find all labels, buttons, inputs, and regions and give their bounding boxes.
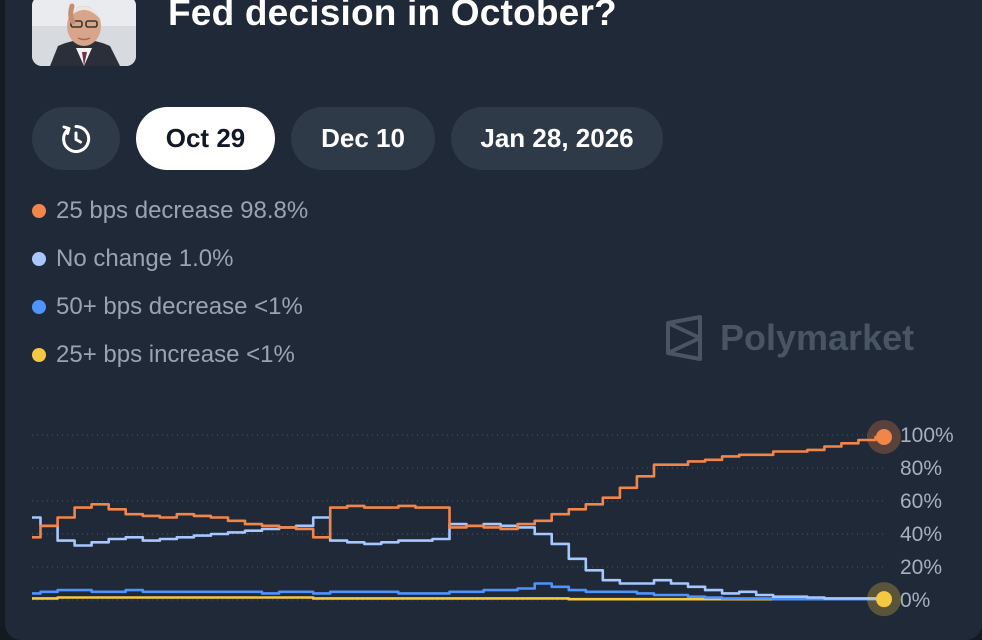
legend-label: No change 1.0% bbox=[56, 245, 234, 272]
tab-oct-29[interactable]: Oct 29 bbox=[136, 107, 275, 170]
y-tick-label: 40% bbox=[900, 523, 942, 546]
probability-chart: 100% 80% 60% 40% 20% 0% bbox=[32, 419, 954, 617]
series-line-no-change bbox=[32, 516, 884, 600]
polymarket-watermark: Polymarket bbox=[664, 314, 914, 362]
legend-label: 25+ bps increase <1% bbox=[56, 341, 295, 368]
tab-jan-28-2026[interactable]: Jan 28, 2026 bbox=[451, 107, 663, 170]
page-title: Fed decision in October? bbox=[168, 0, 617, 33]
series-line-50-bps-decrease bbox=[32, 582, 884, 601]
legend-item-25bps-decrease: 25 bps decrease 98.8% bbox=[32, 196, 308, 226]
market-avatar bbox=[32, 0, 136, 66]
endpoint-marker bbox=[876, 591, 892, 608]
legend-dot-icon bbox=[32, 204, 46, 218]
watermark-text: Polymarket bbox=[720, 317, 915, 358]
legend-item-no-change: No change 1.0% bbox=[32, 244, 233, 274]
fed-chair-portrait-icon bbox=[32, 0, 136, 66]
history-button[interactable] bbox=[32, 107, 120, 170]
legend-label: 50+ bps decrease <1% bbox=[56, 293, 303, 320]
series-line-25-bps-decrease bbox=[32, 435, 884, 539]
market-card bbox=[5, 0, 982, 640]
y-tick-label: 0% bbox=[900, 589, 930, 612]
y-tick-label: 60% bbox=[900, 490, 942, 513]
y-tick-label: 20% bbox=[900, 556, 942, 579]
tab-dec-10[interactable]: Dec 10 bbox=[291, 107, 435, 170]
y-tick-label: 100% bbox=[900, 424, 954, 447]
legend-dot-icon bbox=[32, 252, 46, 266]
legend-item-50bps-decrease: 50+ bps decrease <1% bbox=[32, 292, 303, 322]
legend-dot-icon bbox=[32, 300, 46, 314]
legend-label: 25 bps decrease 98.8% bbox=[56, 197, 309, 224]
legend-dot-icon bbox=[32, 348, 46, 362]
history-clock-icon bbox=[62, 124, 91, 153]
y-tick-label: 80% bbox=[900, 457, 942, 480]
legend-item-25bps-increase: 25+ bps increase <1% bbox=[32, 340, 295, 370]
polymarket-logo-icon bbox=[666, 315, 702, 361]
endpoint-marker bbox=[876, 428, 892, 445]
